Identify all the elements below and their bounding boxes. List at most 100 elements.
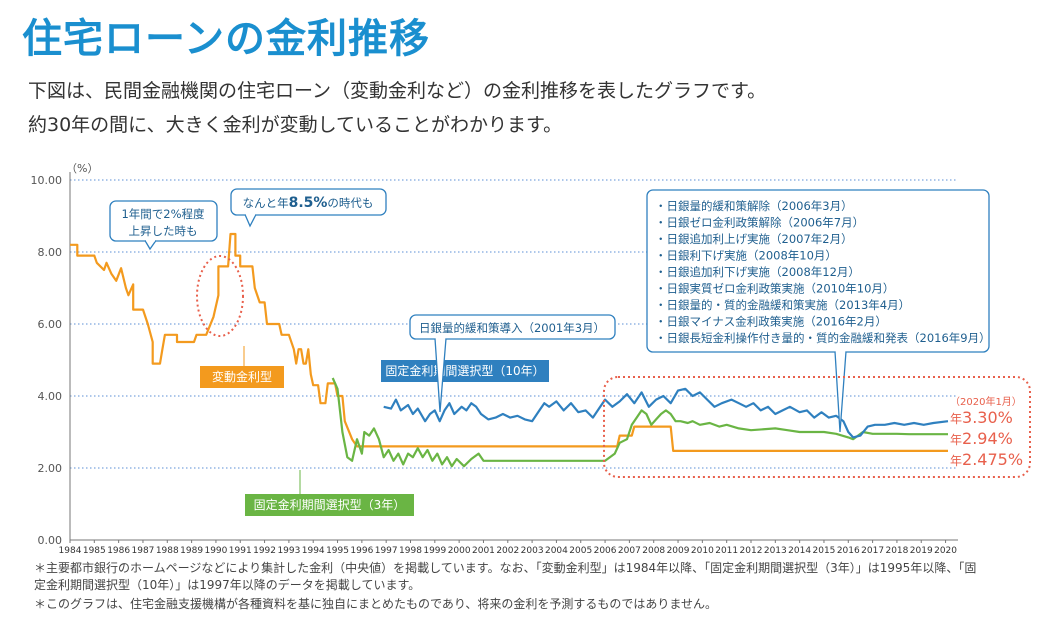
boj-event-7: ・日銀マイナス金利政策実施（2016年2月） bbox=[655, 315, 887, 329]
y-tick-label: 6.00 bbox=[38, 318, 63, 331]
boj-events-callout: ・日銀量的緩和策解除（2006年3月） ・日銀ゼロ金利政策解除（2006年7月） ・… bbox=[646, 189, 991, 433]
variable-rate-label: 変動金利型 bbox=[200, 366, 284, 388]
variable-rate-label-text: 変動金利型 bbox=[212, 369, 272, 384]
boj-event-2: ・日銀追加利上げ実施（2007年2月） bbox=[655, 232, 853, 246]
boj-event-1: ・日銀ゼロ金利政策解除（2006年7月） bbox=[655, 216, 864, 230]
fixed-10yr-line bbox=[383, 387, 949, 439]
x-tick-label: 1996 bbox=[350, 546, 373, 556]
y-tick-label: 4.00 bbox=[38, 390, 63, 403]
y-tick-label: 0.00 bbox=[38, 534, 63, 547]
peak-prefix: なんと年 bbox=[243, 196, 289, 210]
end-value-prefix: 年 bbox=[950, 412, 962, 426]
x-tick-label: 2008 bbox=[642, 546, 665, 556]
fixed-10yr-label-box bbox=[381, 360, 549, 382]
x-tick-label: 2006 bbox=[594, 546, 617, 556]
easing-2001-callout: 日銀量的緩和策導入（2001年3月） bbox=[409, 314, 616, 413]
y-unit-label: （%） bbox=[66, 162, 98, 175]
boj-event-6: ・日銀量的・質的金融緩和策実施（2013年4月） bbox=[655, 298, 910, 312]
peak-callout-pointer bbox=[244, 214, 257, 228]
rise-highlight-ellipse bbox=[196, 255, 244, 337]
fixed-3yr-label: 固定金利期間選択型（3年） bbox=[245, 494, 414, 516]
boj-event-8: ・日銀長短金利操作付き量的・質的金融緩和発表（2016年9月） bbox=[655, 331, 991, 345]
boj-event-5: ・日銀実質ゼロ金利政策実施（2010年10月） bbox=[655, 282, 894, 296]
end-value-number: 2.94% bbox=[962, 429, 1013, 448]
variable-rate-line bbox=[70, 232, 948, 452]
boj-events-callout-box bbox=[646, 189, 990, 353]
boj-event-3: ・日銀利下げ実施（2008年10月） bbox=[655, 249, 837, 263]
fixed-10yr-label: 固定金利期間選択型（10年） bbox=[381, 360, 549, 382]
easing-2001-text: 日銀量的緩和策導入（2001年3月） bbox=[419, 321, 605, 335]
x-tick-label: 2018 bbox=[885, 546, 908, 556]
x-tick-label: 2000 bbox=[448, 546, 471, 556]
x-tick-label: 1999 bbox=[423, 546, 446, 556]
peak-value: 8.5% bbox=[289, 195, 328, 211]
recent-highlight-box bbox=[603, 376, 1031, 478]
x-tick-label: 2001 bbox=[472, 546, 495, 556]
x-tick-label: 1991 bbox=[229, 546, 252, 556]
x-tick-label: 2004 bbox=[545, 546, 568, 556]
x-tick-label: 2003 bbox=[521, 546, 544, 556]
x-tick-label: 2007 bbox=[618, 546, 641, 556]
x-tick-label: 1989 bbox=[180, 546, 203, 556]
x-tick-label: 2013 bbox=[764, 546, 787, 556]
x-tick-label: 1986 bbox=[107, 546, 130, 556]
peak-callout: なんと年8.5%の時代も bbox=[230, 188, 387, 228]
x-tick-label: 1993 bbox=[277, 546, 300, 556]
end-date-label: （2020年1月） bbox=[950, 395, 1022, 408]
y-tick-label: 2.00 bbox=[38, 462, 63, 475]
x-tick-label: 1998 bbox=[399, 546, 422, 556]
rise-callout-box bbox=[109, 200, 218, 242]
fixed-3yr-label-text: 固定金利期間選択型（3年） bbox=[254, 497, 406, 512]
x-tick-label: 2019 bbox=[910, 546, 933, 556]
boj-event-0: ・日銀量的緩和策解除（2006年3月） bbox=[655, 199, 853, 213]
x-tick-label: 1987 bbox=[132, 546, 155, 556]
easing-2001-callout-box bbox=[409, 314, 616, 340]
x-tick-label: 1997 bbox=[375, 546, 398, 556]
rise-callout-line-2: 上昇した時も bbox=[129, 224, 198, 238]
fixed-3yr-line bbox=[331, 377, 948, 468]
x-tick-label: 1995 bbox=[326, 546, 349, 556]
end-value-number: 3.30% bbox=[962, 408, 1013, 427]
x-tick-label: 2010 bbox=[691, 546, 714, 556]
fixed-10yr-label-text: 固定金利期間選択型（10年） bbox=[385, 363, 544, 378]
end-value-1: 年2.94% bbox=[950, 429, 1013, 448]
x-tick-label: 2005 bbox=[569, 546, 592, 556]
x-tick-label: 2015 bbox=[813, 546, 836, 556]
x-tick-label: 2017 bbox=[861, 546, 884, 556]
rise-callout-line-1: 1年間で2%程度 bbox=[121, 207, 205, 221]
footnote-1: ＊主要都市銀行のホームページなどにより集計した金利（中央値）を掲載しています。な… bbox=[34, 561, 977, 592]
peak-suffix: の時代も bbox=[327, 196, 373, 210]
page-title: 住宅ローンの金利推移 bbox=[22, 16, 430, 62]
peak-callout-box bbox=[230, 188, 387, 216]
y-tick-label: 10.00 bbox=[31, 174, 63, 187]
end-value-prefix: 年 bbox=[950, 454, 962, 468]
description-line-2: 約30年の間に、大きく金利が変動していることがわかります。 bbox=[28, 114, 563, 136]
x-tick-label: 2002 bbox=[496, 546, 519, 556]
end-value-0: 年3.30% bbox=[950, 408, 1013, 427]
description-line-1: 下図は、民間金融機関の住宅ローン（変動金利など）の金利推移を表したグラフです。 bbox=[28, 80, 767, 102]
fixed-3yr-label-box bbox=[245, 494, 414, 516]
rise-callout-pointer bbox=[144, 240, 157, 251]
x-tick-label: 1994 bbox=[302, 546, 325, 556]
easing-2001-callout-pointer bbox=[434, 338, 447, 413]
x-tick-label: 1985 bbox=[83, 546, 106, 556]
x-tick-label: 2011 bbox=[715, 546, 738, 556]
x-tick-label: 1984 bbox=[59, 546, 82, 556]
y-tick-label: 8.00 bbox=[38, 246, 63, 259]
x-tick-label: 1992 bbox=[253, 546, 276, 556]
end-value-prefix: 年 bbox=[950, 433, 962, 447]
peak-callout-text: なんと年8.5%の時代も bbox=[243, 195, 374, 211]
x-tick-label: 2012 bbox=[740, 546, 763, 556]
boj-events-callout-pointer bbox=[834, 351, 847, 433]
boj-event-4: ・日銀追加利下げ実施（2008年12月） bbox=[655, 265, 860, 279]
x-tick-label: 1990 bbox=[204, 546, 227, 556]
x-tick-label: 2020 bbox=[934, 546, 957, 556]
x-tick-label: 1988 bbox=[156, 546, 179, 556]
x-tick-label: 2014 bbox=[788, 546, 811, 556]
x-tick-label: 2016 bbox=[837, 546, 860, 556]
end-value-2: 年2.475% bbox=[950, 450, 1023, 469]
x-tick-label: 2009 bbox=[667, 546, 690, 556]
end-value-number: 2.475% bbox=[962, 450, 1023, 469]
